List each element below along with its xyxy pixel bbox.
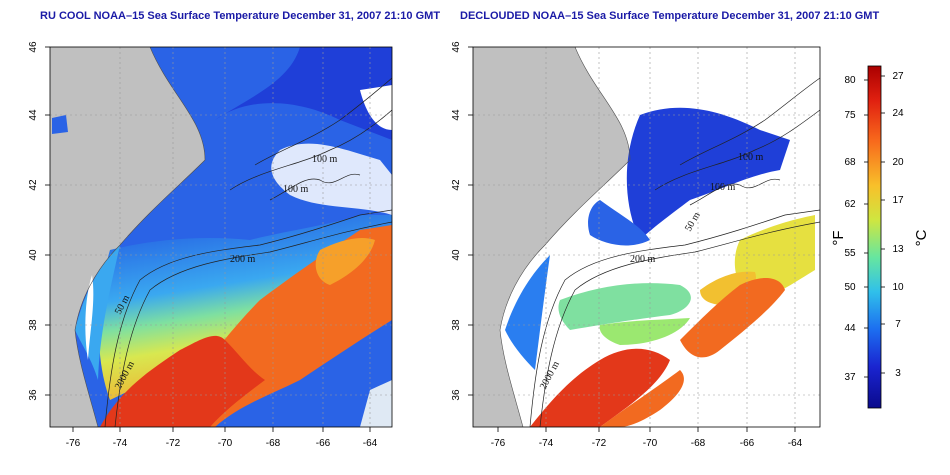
left-map: 100 m 100 m 200 m 50 m 2000 m — [50, 47, 392, 427]
x-tick-label: -66 — [740, 438, 755, 449]
y-tick-label: 46 — [28, 41, 39, 53]
fahrenheit-tick: 68 — [844, 157, 856, 168]
celsius-tick: 17 — [892, 195, 904, 206]
celsius-tick: 3 — [895, 368, 901, 379]
x-tick-label: -64 — [788, 438, 803, 449]
y-tick-label: 40 — [28, 249, 39, 261]
y-tick-label: 42 — [28, 179, 39, 191]
x-tick-label: -70 — [218, 438, 233, 449]
fahrenheit-tick: 37 — [844, 372, 856, 383]
celsius-tick: 20 — [892, 157, 904, 168]
y-tick-label: 42 — [451, 179, 462, 191]
right-panel-title: DECLOUDED NOAA–15 Sea Surface Temperatur… — [460, 10, 880, 22]
x-tick-label: -74 — [539, 438, 554, 449]
contour-label-100m: 100 m — [312, 154, 338, 165]
y-tick-label: 46 — [451, 41, 462, 53]
right-map: 100 m 100 m 50 m 200 m 2000 m — [473, 47, 820, 427]
x-tick-label: -70 — [643, 438, 658, 449]
right-map-frame — [472, 46, 821, 428]
x-tick-label: -72 — [166, 438, 181, 449]
left-map-frame — [49, 46, 393, 428]
y-tick-label: 44 — [28, 109, 39, 121]
y-tick-label: 38 — [28, 319, 39, 331]
x-tick-label: -66 — [316, 438, 331, 449]
temperature-colorbar: 80 75 68 62 55 50 44 37 27 24 20 17 13 1… — [830, 65, 930, 409]
contour-label-100m: 100 m — [283, 184, 309, 195]
left-y-axis: 46 44 42 40 38 36 — [28, 41, 50, 401]
fahrenheit-tick: 80 — [844, 75, 856, 86]
y-tick-label: 40 — [451, 249, 462, 261]
celsius-tick: 7 — [895, 319, 901, 330]
celsius-tick: 13 — [892, 244, 904, 255]
fahrenheit-tick: 50 — [844, 282, 856, 293]
fahrenheit-label: °F — [830, 230, 847, 245]
celsius-tick: 24 — [892, 108, 904, 119]
x-tick-label: -76 — [491, 438, 506, 449]
y-tick-label: 44 — [451, 109, 462, 121]
celsius-tick: 10 — [892, 282, 904, 293]
left-x-axis: -76 -74 -72 -70 -68 -66 -64 — [66, 427, 378, 449]
contour-label-200m: 200 m — [230, 254, 256, 265]
contour-label-200m: 200 m — [630, 254, 656, 265]
y-tick-label: 36 — [451, 389, 462, 401]
right-y-axis: 46 44 42 40 38 36 — [451, 41, 473, 401]
celsius-label: °C — [913, 229, 930, 246]
celsius-tick: 27 — [892, 71, 904, 82]
contour-label-100m: 100 m — [738, 152, 764, 163]
x-tick-label: -76 — [66, 438, 81, 449]
x-tick-label: -74 — [113, 438, 128, 449]
fahrenheit-tick: 44 — [844, 323, 856, 334]
y-tick-label: 38 — [451, 319, 462, 331]
contour-label-100m: 100 m — [710, 182, 736, 193]
x-tick-label: -68 — [266, 438, 281, 449]
fahrenheit-tick: 55 — [844, 248, 856, 259]
x-tick-label: -64 — [363, 438, 378, 449]
fahrenheit-tick: 75 — [844, 110, 856, 121]
right-x-axis: -76 -74 -72 -70 -68 -66 -64 — [491, 427, 803, 449]
fahrenheit-tick: 62 — [844, 199, 856, 210]
x-tick-label: -72 — [592, 438, 607, 449]
y-tick-label: 36 — [28, 389, 39, 401]
left-panel-title: RU COOL NOAA–15 Sea Surface Temperature … — [40, 10, 441, 22]
colorbar-gradient — [867, 65, 882, 409]
x-tick-label: -68 — [691, 438, 706, 449]
